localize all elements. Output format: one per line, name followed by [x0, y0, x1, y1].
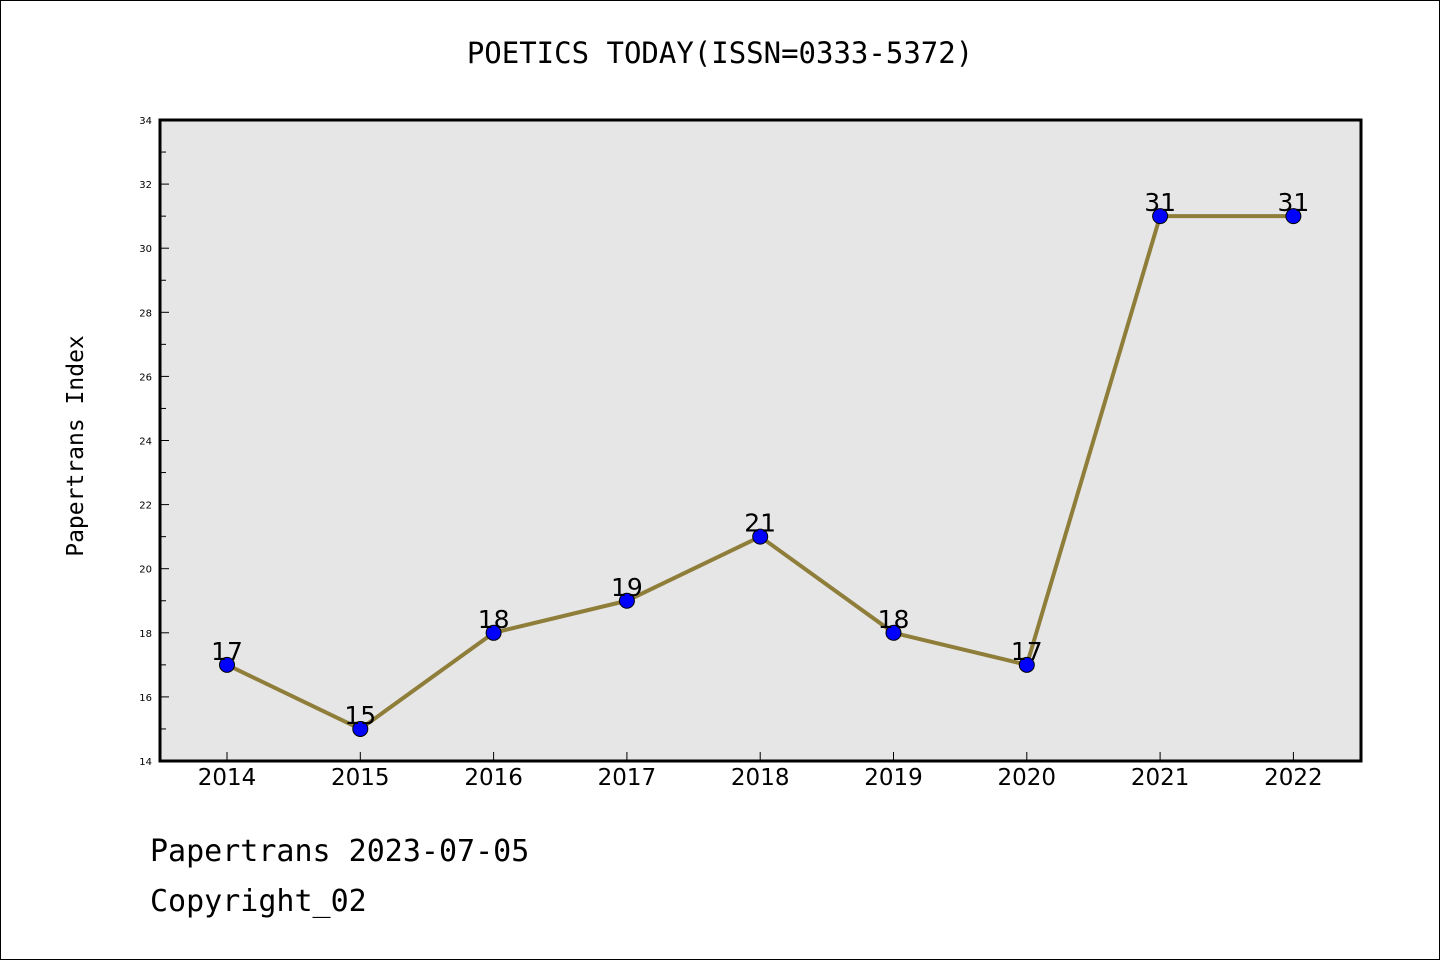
- y-tick-label: 18: [139, 629, 152, 640]
- data-label: 15: [344, 701, 376, 730]
- y-tick-label: 30: [139, 244, 152, 255]
- data-label: 17: [1011, 637, 1043, 666]
- x-tick-label: 2019: [864, 765, 923, 791]
- x-tick-label: 2018: [731, 765, 790, 791]
- y-tick-label: 22: [139, 501, 152, 512]
- y-tick-label: 24: [139, 437, 152, 448]
- data-label: 18: [478, 605, 510, 634]
- data-label: 31: [1144, 188, 1176, 217]
- x-tick-label: 2015: [331, 765, 390, 791]
- data-label: 17: [211, 637, 243, 666]
- data-label: 18: [878, 605, 910, 634]
- footer-source: Papertrans 2023-07-05: [150, 834, 529, 869]
- y-tick-label: 34: [139, 116, 152, 127]
- y-tick-label: 16: [139, 693, 152, 704]
- y-tick-label: 14: [139, 757, 152, 768]
- y-tick-label: 20: [139, 565, 152, 576]
- data-label: 19: [611, 573, 643, 602]
- x-tick-label: 2014: [198, 765, 257, 791]
- x-tick-label: 2020: [998, 765, 1057, 791]
- data-label: 21: [744, 509, 776, 538]
- y-tick-label: 28: [139, 308, 152, 319]
- y-tick-label: 26: [139, 372, 152, 383]
- y-tick-label: 32: [139, 180, 152, 191]
- x-tick-label: 2016: [464, 765, 523, 791]
- x-tick-label: 2022: [1264, 765, 1323, 791]
- x-tick-label: 2017: [598, 765, 657, 791]
- data-label: 31: [1277, 188, 1309, 217]
- footer-copyright: Copyright_02: [150, 884, 367, 919]
- x-tick-label: 2021: [1131, 765, 1190, 791]
